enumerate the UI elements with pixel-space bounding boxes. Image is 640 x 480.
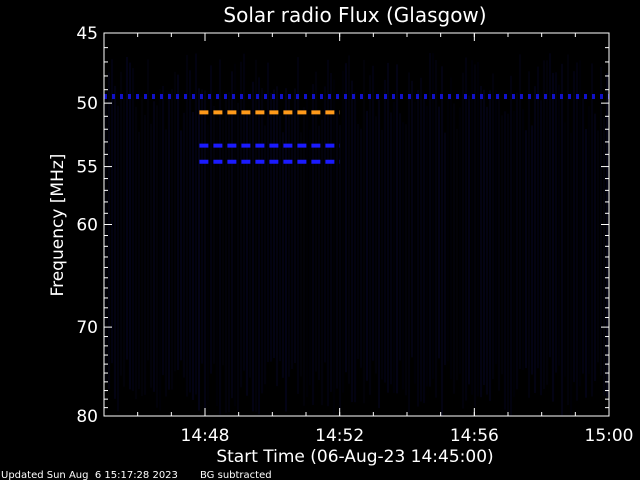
- y-tick-label: 70: [76, 318, 98, 338]
- x-axis-label: Start Time (06-Aug-23 14:45:00): [216, 447, 493, 467]
- axis-ticks: 45 50 55 60 70 80 14:48 14:52 14:56 15:00: [76, 24, 633, 446]
- x-tick-label: 14:56: [450, 426, 499, 446]
- y-tick-label: 50: [76, 94, 98, 114]
- y-tick-label: 55: [76, 158, 98, 178]
- x-tick-label: 14:52: [315, 426, 364, 446]
- y-tick-label: 80: [76, 407, 98, 427]
- background-noise: [105, 53, 608, 416]
- y-tick-label: 45: [76, 24, 98, 44]
- x-tick-label: 14:48: [181, 426, 230, 446]
- y-tick-label: 60: [76, 216, 98, 236]
- chart-title: Solar radio Flux (Glasgow): [223, 3, 486, 27]
- emission-bands: [104, 93, 609, 164]
- x-tick-label: 15:00: [585, 426, 634, 446]
- footer-updated: Updated Sun Aug 6 15:17:28 2023: [1, 470, 178, 480]
- y-axis-label: Frequency [MHz]: [48, 154, 68, 297]
- footer-bg-note: BG subtracted: [200, 470, 272, 480]
